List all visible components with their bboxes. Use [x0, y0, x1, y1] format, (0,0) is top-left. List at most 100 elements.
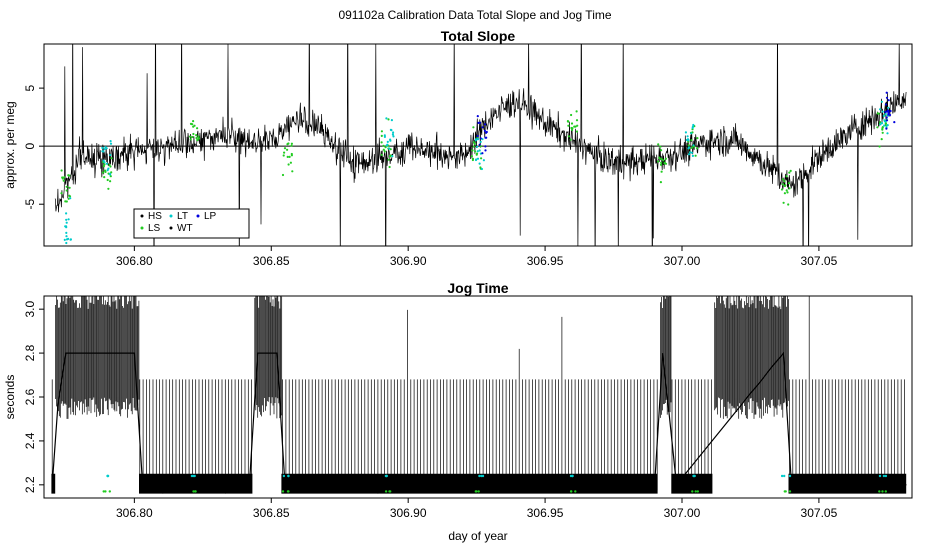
point-ls	[789, 169, 792, 172]
y-tick-label: 2.2	[23, 476, 37, 493]
point-lt	[884, 113, 887, 116]
point-lt	[65, 235, 68, 238]
point-ls	[195, 134, 198, 137]
point-ls	[109, 175, 112, 178]
point-ls	[788, 187, 791, 190]
point-ls	[60, 169, 63, 172]
legend-marker-wt	[169, 226, 173, 230]
point-lp	[887, 111, 890, 114]
point-ls	[660, 170, 663, 173]
point-lt	[65, 226, 68, 229]
point-lt	[880, 122, 884, 125]
point-ls	[388, 165, 391, 169]
point-ls	[664, 162, 668, 165]
point-lt	[476, 145, 479, 148]
jog-spikes	[51, 296, 905, 494]
point-lt	[878, 474, 882, 478]
point-ls	[60, 192, 63, 195]
point-lt	[692, 123, 695, 127]
legend-marker-hs	[140, 214, 144, 218]
point-lt	[383, 134, 386, 137]
point-lp	[476, 115, 479, 118]
point-ls	[878, 145, 881, 148]
point-lp	[479, 137, 482, 140]
point-lt	[691, 154, 695, 157]
point-lt	[109, 154, 112, 157]
point-ls	[288, 155, 291, 158]
point-lt	[883, 124, 886, 127]
y-tick-label: 0	[23, 143, 37, 150]
point-ls	[570, 122, 574, 125]
x-tick-label: 306.80	[116, 506, 153, 520]
plot-area	[44, 44, 912, 246]
x-axis-label: day of year	[448, 529, 507, 543]
point-ls	[192, 125, 195, 128]
point-ls	[64, 200, 67, 203]
point-lt	[571, 474, 574, 478]
point-lt	[478, 149, 481, 152]
point-lt	[886, 124, 889, 127]
point-ls	[380, 134, 383, 137]
point-lt	[481, 474, 485, 478]
point-ls	[690, 139, 693, 142]
legend-label-wt: WT	[177, 223, 193, 234]
x-tick-label: 307.05	[801, 254, 838, 268]
legend-box	[133, 208, 250, 239]
point-lp	[885, 96, 889, 99]
point-ls	[660, 161, 663, 164]
point-lp	[484, 136, 487, 139]
point-lt	[107, 167, 110, 170]
total-slope-panel: 306.80 306.85 306.90 306.95 307.00 307.05 -5 0 5…	[3, 28, 913, 268]
point-ls	[472, 141, 475, 144]
point-ls	[104, 490, 107, 493]
point-ls	[659, 163, 663, 166]
point-lt	[101, 146, 104, 149]
point-ls	[197, 137, 200, 140]
point-ls	[196, 139, 199, 142]
point-ls	[474, 490, 477, 493]
point-ls	[694, 154, 697, 157]
point-ls	[389, 154, 392, 157]
point-lt	[690, 132, 693, 135]
point-lp	[481, 152, 484, 155]
point-ls	[471, 158, 474, 162]
point-ls	[783, 192, 787, 195]
y-tick-label: 5	[23, 84, 37, 91]
point-ls	[281, 173, 285, 177]
point-lt	[282, 474, 286, 478]
point-ls	[197, 135, 200, 138]
point-ls	[192, 490, 195, 493]
point-lt	[476, 150, 479, 153]
point-ls	[387, 158, 390, 161]
point-lt	[67, 218, 70, 221]
point-lt	[389, 128, 392, 131]
jog-trace	[51, 351, 907, 487]
y-axis-label: seconds	[3, 375, 17, 420]
point-ls	[108, 490, 112, 493]
point-ls	[287, 163, 290, 166]
point-ls	[191, 135, 194, 139]
point-ls	[659, 181, 663, 184]
point-ls	[287, 490, 290, 493]
point-lt	[391, 133, 394, 136]
figure-title: 091102a Calibration Data Total Slope and…	[338, 8, 611, 22]
point-lt	[63, 238, 66, 241]
point-ls	[290, 142, 293, 145]
point-ls	[575, 130, 579, 133]
point-lp	[477, 121, 480, 124]
point-ls	[104, 170, 107, 173]
point-ls	[575, 110, 578, 113]
point-lt	[65, 241, 68, 245]
point-lt	[783, 474, 786, 478]
point-ls	[696, 490, 699, 493]
point-lt	[887, 106, 890, 109]
point-lt	[879, 123, 882, 126]
point-lt	[687, 153, 691, 156]
point-lt	[685, 138, 689, 142]
point-ls	[575, 119, 579, 122]
point-ls	[571, 128, 574, 132]
point-ls	[63, 176, 66, 179]
point-lt	[478, 474, 481, 478]
point-ls	[383, 150, 386, 153]
point-lt	[684, 131, 688, 134]
